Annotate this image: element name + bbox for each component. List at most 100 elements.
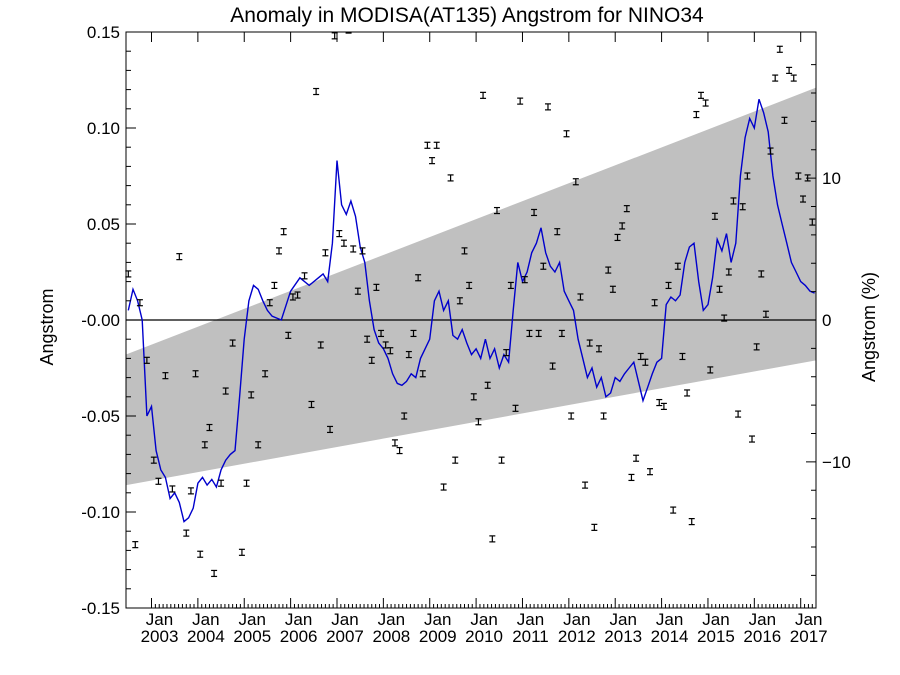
data-point <box>781 116 788 124</box>
x-tick-year-label: 2015 <box>697 627 735 646</box>
data-point <box>572 178 579 186</box>
data-point <box>197 550 204 558</box>
x-tick-year-label: 2017 <box>790 627 828 646</box>
y-tick-label: -0.00 <box>81 311 120 330</box>
data-point <box>378 329 385 338</box>
data-point <box>308 400 315 409</box>
data-point <box>646 468 653 476</box>
data-point <box>461 247 468 255</box>
x-tick-year-label: 2014 <box>651 627 689 646</box>
data-point <box>656 398 663 407</box>
data-point <box>503 349 510 357</box>
data-point <box>628 473 635 482</box>
data-point <box>735 410 742 418</box>
data-point <box>206 423 213 432</box>
data-point <box>753 343 760 351</box>
x-tick-year-label: 2008 <box>372 627 410 646</box>
data-point <box>391 439 398 447</box>
x-tick-month-label: Jan <box>146 610 173 629</box>
data-point <box>354 287 361 295</box>
data-point <box>368 356 375 364</box>
x-tick-month-label: Jan <box>331 610 358 629</box>
data-point <box>364 335 371 343</box>
data-point <box>800 195 807 203</box>
data-point <box>623 205 630 213</box>
data-point <box>493 206 500 215</box>
data-point <box>440 483 447 491</box>
x-tick-month-label: Jan <box>285 610 312 629</box>
data-point <box>498 456 505 464</box>
data-point <box>396 446 403 455</box>
series-line-0 <box>127 98 815 523</box>
data-point <box>758 270 765 278</box>
data-point <box>716 285 723 293</box>
x-tick-year-label: 2003 <box>141 627 179 646</box>
data-point <box>373 283 380 291</box>
data-point <box>577 293 584 301</box>
data-point <box>276 247 283 255</box>
data-point <box>776 45 783 53</box>
data-point <box>595 345 602 353</box>
data-point <box>707 366 714 374</box>
x-tick-year-label: 2007 <box>326 627 364 646</box>
data-point <box>554 228 561 236</box>
data-point <box>452 456 459 464</box>
data-point <box>201 441 208 449</box>
data-point <box>266 299 273 307</box>
data-point <box>289 293 296 301</box>
data-point <box>162 372 169 380</box>
x-tick-year-label: 2009 <box>419 627 457 646</box>
data-point <box>424 141 431 149</box>
data-point <box>711 212 718 220</box>
x-tick-year-label: 2006 <box>280 627 318 646</box>
data-point <box>582 481 589 489</box>
data-point <box>192 370 199 378</box>
data-point <box>507 281 514 290</box>
data-point <box>744 172 751 180</box>
chart-title: Anomaly in MODISA(AT135) Angstrom for NI… <box>230 4 704 27</box>
y2-tick-label: 0 <box>822 311 831 330</box>
data-point <box>651 299 658 307</box>
data-point <box>350 245 357 253</box>
data-point <box>674 262 681 270</box>
x-tick-month-label: Jan <box>749 610 776 629</box>
data-point <box>767 147 774 155</box>
data-point <box>136 299 143 307</box>
data-point <box>549 362 556 370</box>
data-point <box>563 130 570 138</box>
data-point <box>730 197 737 205</box>
points-layer <box>125 32 816 609</box>
x-tick-month-label: Jan <box>239 610 266 629</box>
x-tick-year-label: 2005 <box>233 627 271 646</box>
y2-axis: 10 0 −10 <box>806 64 851 576</box>
x-tick-year-label: 2013 <box>604 627 642 646</box>
data-point <box>702 99 709 107</box>
x-tick-month-label: Jan <box>563 610 590 629</box>
data-point <box>517 97 524 105</box>
data-point <box>280 228 287 236</box>
data-point <box>405 350 412 359</box>
x-tick-month-label: Jan <box>610 610 637 629</box>
y-axis-label: Angstrom <box>37 288 57 365</box>
trend-band <box>126 87 816 486</box>
data-point <box>447 174 454 182</box>
data-point <box>401 412 408 420</box>
y-axis: 0.15 0.10 0.05 -0.00 -0.05 -0.10 -0.15 <box>81 23 136 618</box>
data-point <box>600 412 607 420</box>
data-point <box>466 281 473 290</box>
y2-tick-label: −10 <box>822 453 851 472</box>
y-tick-label: 0.15 <box>87 23 120 42</box>
x-tick-month-label: Jan <box>517 610 544 629</box>
data-point <box>183 529 190 537</box>
data-point <box>512 404 519 412</box>
data-point <box>484 381 491 389</box>
data-point <box>456 297 463 305</box>
x-tick-month-label: Jan <box>192 610 219 629</box>
trend-band-layer <box>126 87 816 486</box>
data-point <box>739 203 746 211</box>
x-tick-month-label: Jan <box>378 610 405 629</box>
y-tick-label: 0.10 <box>87 119 120 138</box>
data-point <box>222 387 229 395</box>
data-point <box>243 479 250 487</box>
data-point <box>285 331 292 339</box>
